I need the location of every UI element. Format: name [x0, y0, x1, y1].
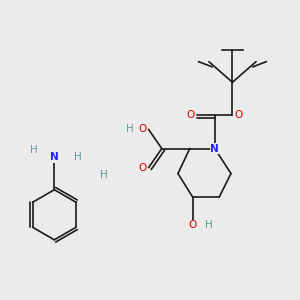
Text: H: H: [30, 145, 38, 155]
Text: H: H: [205, 220, 213, 230]
Text: H: H: [100, 170, 108, 180]
Text: O: O: [138, 163, 146, 173]
Text: O: O: [187, 110, 195, 120]
Text: H: H: [125, 124, 133, 134]
Text: O: O: [235, 110, 243, 120]
Text: N: N: [50, 152, 59, 162]
Text: N: N: [210, 143, 219, 154]
Text: H: H: [74, 152, 82, 162]
Text: O: O: [138, 124, 146, 134]
Text: O: O: [189, 220, 197, 230]
